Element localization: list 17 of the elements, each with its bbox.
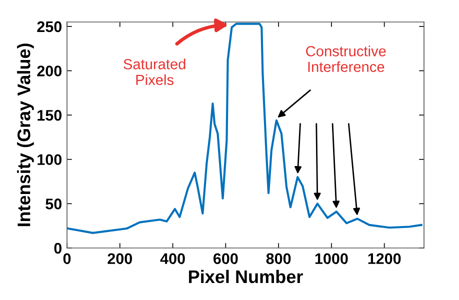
x-tick-label: 800 [266,253,291,264]
x-tick-label: 600 [213,253,238,264]
y-tick-label: 150 [38,110,62,121]
x-tick-label: 1200 [368,253,401,264]
y-axis-title: Intensity (Gray Value) [17,44,34,226]
y-tick-label: 50 [46,198,62,210]
annotation: Saturated Pixels [124,58,186,86]
x-tick-label: 1000 [315,253,348,264]
y-tick-label: 200 [37,66,62,76]
x-axis-title: Pixel Number [189,270,303,284]
x-tick-label: 400 [160,253,185,264]
x-tick-label: 200 [108,253,132,264]
y-tick-label: 250 [37,21,62,32]
x-tick-label: 0 [63,253,71,264]
annotation: Constructive Interference [306,46,386,72]
y-tick-label: 0 [54,242,62,254]
y-tick-label: 100 [38,154,62,166]
